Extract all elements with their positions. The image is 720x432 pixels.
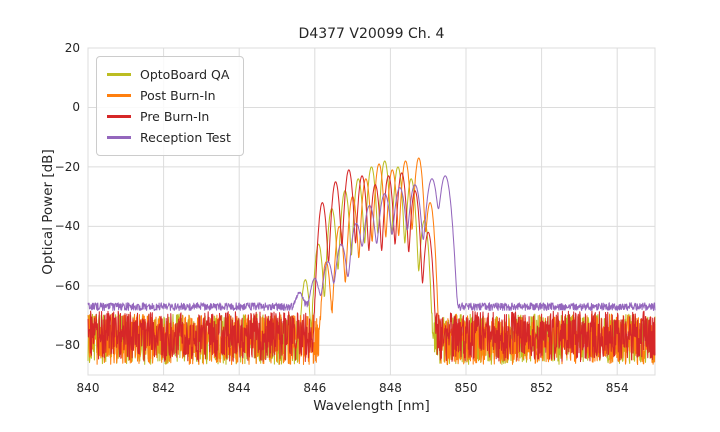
x-tick-label: 842 bbox=[152, 381, 176, 395]
legend-item: OptoBoard QA bbox=[107, 64, 231, 85]
y-tick-label: 20 bbox=[64, 41, 80, 55]
x-tick-label: 844 bbox=[227, 381, 251, 395]
chart-title: D4377 V20099 Ch. 4 bbox=[298, 26, 445, 42]
legend-line-sample bbox=[107, 115, 131, 118]
x-tick-label: 850 bbox=[454, 381, 478, 395]
series-line-pre-burn-in bbox=[87, 169, 656, 363]
series-line-post-burn-in bbox=[87, 157, 656, 366]
legend-line-sample bbox=[107, 73, 131, 76]
legend-line-sample bbox=[107, 136, 131, 139]
y-tick-label: −60 bbox=[54, 278, 80, 293]
y-tick-label: −40 bbox=[54, 219, 80, 234]
plot-frame bbox=[87, 47, 656, 376]
y-tick-label: −80 bbox=[54, 338, 80, 353]
y-tick-label: 0 bbox=[72, 100, 80, 115]
legend-item: Post Burn-In bbox=[107, 85, 231, 106]
legend-item: Pre Burn-In bbox=[107, 106, 231, 127]
y-axis-label: Optical Power [dB] bbox=[40, 149, 56, 275]
series-line-reception-test bbox=[87, 175, 656, 312]
series-line-optoboard-qa bbox=[87, 160, 656, 365]
x-axis-label: Wavelength [nm] bbox=[313, 398, 430, 414]
legend-label: OptoBoard QA bbox=[140, 67, 230, 82]
x-tick-label: 846 bbox=[303, 381, 327, 395]
legend: OptoBoard QA Post Burn-In Pre Burn-In Re… bbox=[96, 56, 244, 156]
x-tick-label: 840 bbox=[76, 381, 100, 395]
x-tick-label: 854 bbox=[605, 381, 629, 395]
legend-label: Pre Burn-In bbox=[140, 109, 210, 124]
legend-item: Reception Test bbox=[107, 127, 231, 148]
legend-label: Post Burn-In bbox=[140, 88, 216, 103]
x-tick-label: 852 bbox=[530, 381, 554, 395]
legend-line-sample bbox=[107, 94, 131, 97]
legend-label: Reception Test bbox=[140, 130, 231, 145]
y-tick-label: −20 bbox=[54, 159, 80, 174]
x-tick-label: 848 bbox=[378, 381, 402, 395]
